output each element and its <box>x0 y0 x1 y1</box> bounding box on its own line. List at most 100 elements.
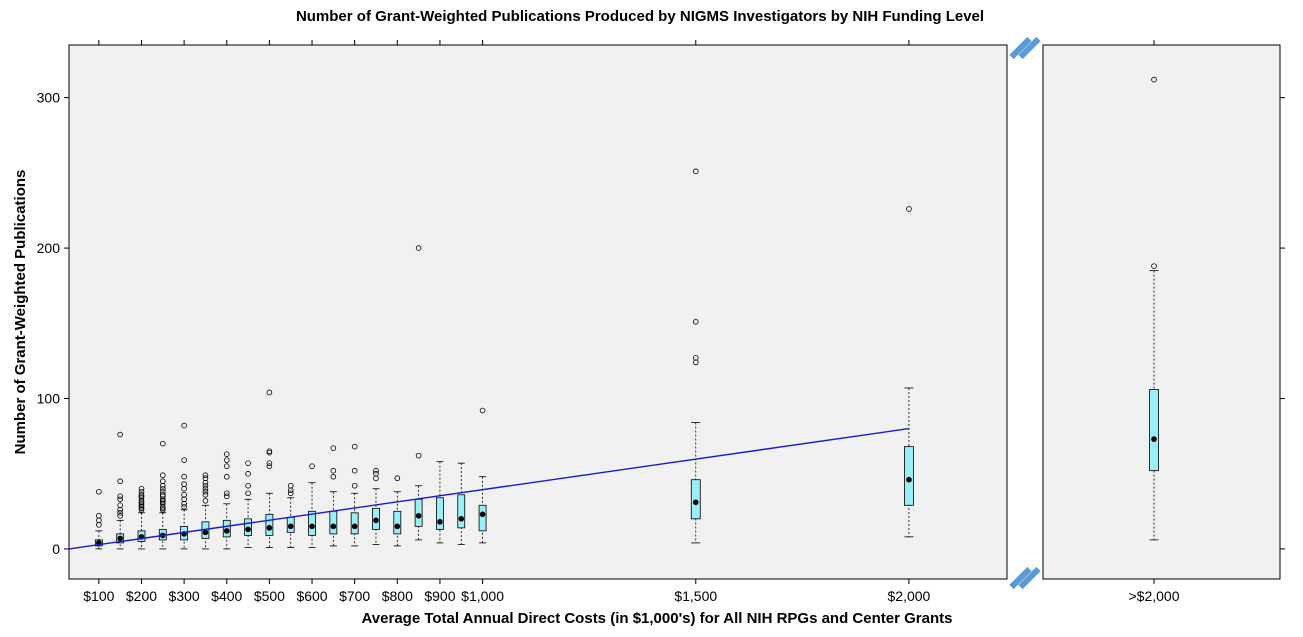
trend-line <box>68 427 910 550</box>
trend-line-group <box>68 427 910 550</box>
x-tick-label: $900 <box>424 588 455 604</box>
box-median-dot <box>117 535 123 542</box>
y-axis-label: Number of Grant-Weighted Publications <box>12 170 29 455</box>
box-outlier <box>202 475 209 482</box>
box-outlier <box>373 470 379 477</box>
box-outlier <box>223 457 230 463</box>
box <box>372 467 380 545</box>
box-outlier <box>96 488 102 495</box>
box-outlier <box>181 481 187 488</box>
box-outlier <box>181 422 187 429</box>
plot-panel-broken <box>1042 44 1281 580</box>
x-axis-label: Average Total Annual Direct Costs (in $1… <box>362 610 953 627</box>
box-outlier <box>287 482 294 489</box>
box-outlier <box>181 457 187 463</box>
box-median-dot <box>394 523 401 530</box>
box <box>1149 76 1159 541</box>
box <box>690 168 701 544</box>
box-outlier <box>160 488 166 495</box>
box-median-dot <box>437 519 443 525</box>
x-tick-label: $100 <box>83 588 114 604</box>
box-iqr <box>904 446 914 506</box>
box-iqr <box>308 510 316 536</box>
box-outlier <box>96 513 102 519</box>
box <box>286 482 295 548</box>
box-outlier <box>117 513 123 519</box>
box <box>436 461 444 544</box>
box-outlier <box>309 463 315 469</box>
y-tick-label: 200 <box>37 240 61 256</box>
axis-break-markers <box>1009 36 1041 590</box>
chart-title: Number of Grant-Weighted Publications Pr… <box>296 8 984 25</box>
box <box>201 472 210 550</box>
box-outlier <box>117 478 123 485</box>
box-outlier <box>117 502 123 509</box>
box-outlier <box>351 482 358 489</box>
box-outlier <box>202 472 209 479</box>
box-outlier <box>202 497 209 504</box>
box-median-dot <box>415 513 422 519</box>
box-iqr <box>350 512 359 535</box>
box-outlier <box>266 463 273 469</box>
box-outlier <box>160 507 166 513</box>
x-tick-label: $200 <box>126 588 157 604</box>
box-outlier <box>117 431 123 438</box>
x-tick-label: $1,000 <box>461 588 504 604</box>
x-tick-label: $1,500 <box>674 588 717 604</box>
box-outlier <box>266 448 273 454</box>
box-outlier <box>1151 263 1157 269</box>
box-outlier <box>692 355 699 361</box>
box-outlier <box>160 499 166 506</box>
x-tick-label: $300 <box>169 588 200 604</box>
box-iqr <box>393 510 402 535</box>
box-outlier <box>223 451 230 457</box>
plot-panel-main <box>68 44 1008 580</box>
box-median-dot <box>1151 436 1157 442</box>
axes: 0 100 200 300 $100 $200 $300 $400 $500 $600 $700 $8… <box>37 40 1285 604</box>
box-outlier <box>223 493 230 500</box>
box-outlier <box>266 449 273 456</box>
box-median-dot <box>906 476 912 483</box>
box <box>457 462 466 545</box>
box <box>414 245 423 541</box>
box-outlier <box>415 245 422 251</box>
box-median-dot <box>309 523 315 530</box>
x-tick-label: $800 <box>382 588 413 604</box>
box-outlier <box>373 467 379 474</box>
axis-break-stroke <box>1009 566 1032 590</box>
box-outlier <box>351 467 358 474</box>
box-outlier <box>351 443 358 450</box>
box-outlier <box>479 407 486 414</box>
x-tick-label: $600 <box>296 588 327 604</box>
box-median-dot <box>351 523 358 530</box>
box-iqr <box>414 498 423 527</box>
box-outlier <box>245 470 251 477</box>
box-median-dot <box>373 517 379 524</box>
box-outlier <box>287 490 294 497</box>
box <box>222 451 231 550</box>
box-outlier <box>138 488 145 495</box>
box-outlier <box>117 510 123 516</box>
box-outlier <box>160 491 166 498</box>
box-outlier <box>181 473 187 480</box>
axis-break-stroke <box>1018 36 1041 60</box>
box-outlier <box>117 493 123 500</box>
box-outlier <box>266 389 273 396</box>
box-median-dot <box>287 523 294 530</box>
box-outlier <box>160 472 166 479</box>
box-outlier <box>692 168 699 175</box>
box-outlier <box>181 503 187 510</box>
x-tick-label: $2,000 <box>888 588 931 604</box>
x-tick-label-broken: >$2,000 <box>1129 588 1180 604</box>
box-outlier <box>415 452 422 459</box>
box <box>116 431 125 550</box>
box-median-dot <box>245 526 251 533</box>
box-median-dot <box>202 529 209 536</box>
box-outlier <box>223 473 230 480</box>
x-tick-label: $500 <box>254 588 285 604</box>
box-outlier <box>330 445 337 451</box>
y-tick-label: 100 <box>37 390 61 406</box>
box <box>904 206 914 538</box>
box-iqr <box>436 497 444 530</box>
